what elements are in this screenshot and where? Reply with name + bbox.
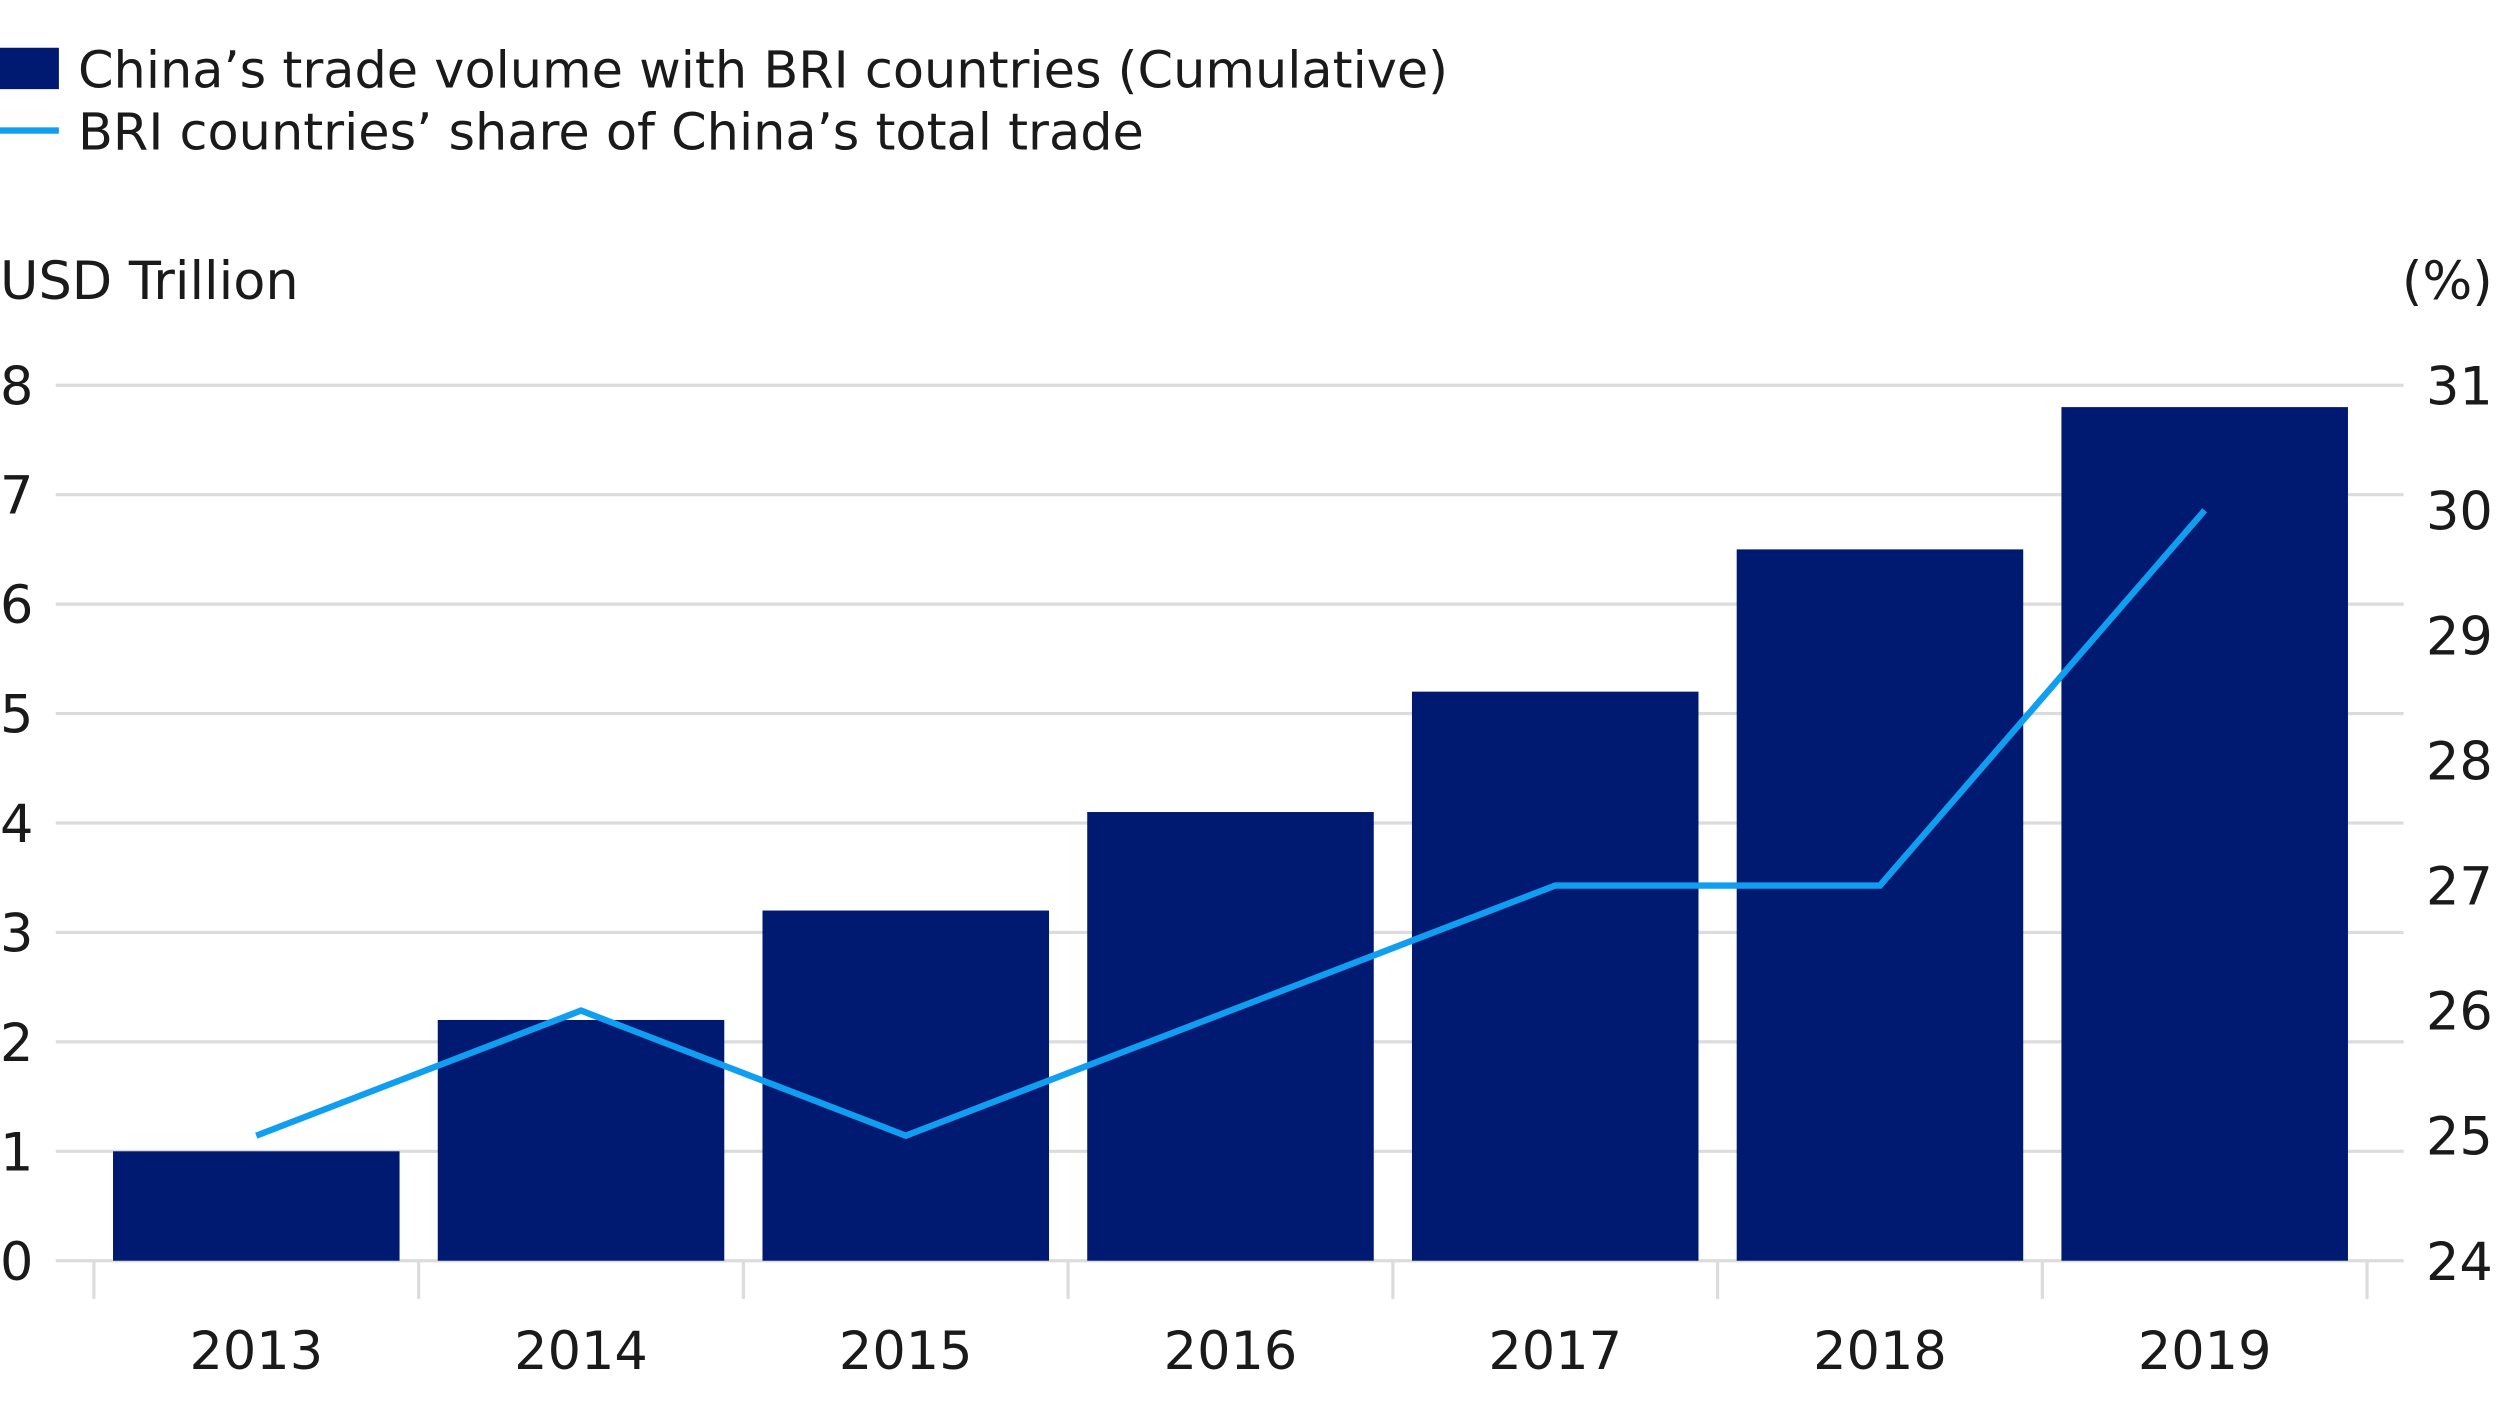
x-tick-label: 2015 <box>839 1321 973 1382</box>
x-tick-label: 2017 <box>1488 1321 1622 1382</box>
y2-tick-label: 26 <box>2426 982 2493 1043</box>
bar-2015 <box>762 910 1050 1261</box>
y2-tick-label: 27 <box>2426 857 2493 918</box>
bar-2014 <box>437 1019 725 1261</box>
legend-label-bar: China’s trade volume with BRI countries … <box>78 42 1448 101</box>
x-tick-label: 2013 <box>189 1321 323 1382</box>
y-tick-label: 7 <box>0 466 33 527</box>
x-tick-label: 2018 <box>1813 1321 1947 1382</box>
bar-2013 <box>113 1151 400 1261</box>
y-tick-label: 0 <box>0 1232 33 1293</box>
y-axis-title: USD Trillion <box>0 251 299 312</box>
bar-2016 <box>1087 812 1374 1261</box>
legend-swatch-bar <box>0 47 59 90</box>
y2-tick-label: 28 <box>2426 732 2493 793</box>
y-tick-label: 8 <box>0 356 33 417</box>
y-tick-label: 2 <box>0 1013 33 1074</box>
y-tick-label: 4 <box>0 794 33 855</box>
y-tick-label: 6 <box>0 575 33 636</box>
y2-tick-label: 25 <box>2426 1107 2493 1168</box>
x-tick-label: 2019 <box>2138 1321 2272 1382</box>
y2-tick-label: 30 <box>2426 481 2493 542</box>
y-tick-label: 1 <box>0 1122 33 1183</box>
legend: China’s trade volume with BRI countries … <box>0 42 1448 163</box>
y-tick-label: 5 <box>0 685 33 746</box>
y2-tick-label: 31 <box>2426 356 2493 417</box>
y-tick-label: 3 <box>0 904 33 965</box>
y2-axis-title: (%) <box>2402 251 2493 312</box>
bar-2019 <box>2061 407 2348 1261</box>
y2-tick-label: 29 <box>2426 606 2493 667</box>
legend-label-line: BRI countries’ share of China’s total tr… <box>78 104 1144 163</box>
y2-tick-label: 24 <box>2426 1232 2493 1293</box>
bar-2018 <box>1736 549 2024 1261</box>
x-tick-label: 2014 <box>514 1321 648 1382</box>
x-tick-label: 2016 <box>1164 1321 1298 1382</box>
bar-2017 <box>1411 691 1699 1261</box>
legend-swatch-line <box>0 127 59 134</box>
